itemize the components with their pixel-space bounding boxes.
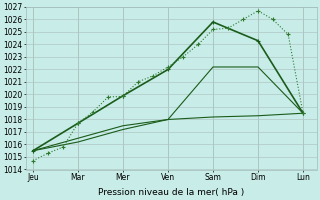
X-axis label: Pression niveau de la mer( hPa ): Pression niveau de la mer( hPa )	[98, 188, 244, 197]
